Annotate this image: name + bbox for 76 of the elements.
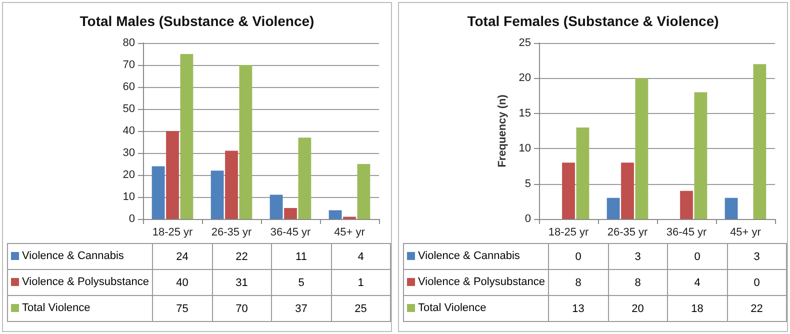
data-label: 31 bbox=[212, 270, 272, 296]
x-tick-label: 36-45 yr bbox=[270, 226, 312, 238]
data-label: 70 bbox=[212, 296, 272, 322]
y-tick-label: 50 bbox=[122, 103, 135, 115]
data-label: 11 bbox=[272, 244, 331, 270]
data-label: 5 bbox=[272, 270, 331, 296]
chart-title: Total Females (Substance & Violence) bbox=[467, 13, 719, 29]
y-tick-label: 20 bbox=[518, 72, 531, 84]
bar bbox=[166, 131, 179, 219]
chart-title: Total Males (Substance & Violence) bbox=[80, 13, 314, 29]
x-tick-label: 36-45 yr bbox=[666, 226, 708, 238]
bar bbox=[562, 162, 575, 219]
legend-label: Violence & Polysubstance bbox=[22, 276, 149, 288]
bar bbox=[621, 162, 634, 219]
bar bbox=[270, 194, 283, 219]
y-tick-label: 20 bbox=[122, 169, 135, 181]
bar bbox=[724, 198, 738, 219]
data-label: 40 bbox=[152, 270, 212, 296]
data-label: 3 bbox=[608, 244, 668, 270]
data-label: 0 bbox=[727, 270, 786, 296]
bar bbox=[680, 190, 693, 219]
data-label: 20 bbox=[608, 296, 668, 322]
bar bbox=[180, 54, 194, 219]
x-tick-label: 18-25 yr bbox=[548, 226, 590, 238]
x-tick-label: 26-35 yr bbox=[607, 226, 648, 238]
y-tick-label: 0 bbox=[524, 213, 531, 225]
data-label: 8 bbox=[548, 270, 608, 296]
y-tick-label: 15 bbox=[518, 107, 531, 120]
y-axis-title: Frequency (n) bbox=[496, 94, 508, 168]
bar bbox=[298, 138, 312, 219]
legend-label: Violence & Polysubstance bbox=[418, 276, 545, 288]
bar bbox=[239, 65, 252, 219]
x-tick-label: 45+ yr bbox=[334, 226, 366, 238]
data-label: 0 bbox=[548, 244, 608, 270]
legend-label: Total Violence bbox=[418, 302, 486, 314]
y-tick-label: 80 bbox=[122, 37, 135, 49]
bar bbox=[606, 198, 620, 219]
legend-label: Total Violence bbox=[22, 302, 90, 314]
data-label: 0 bbox=[668, 244, 727, 270]
y-tick-label: 70 bbox=[122, 59, 135, 71]
y-tick-label: 30 bbox=[122, 147, 135, 159]
x-tick-label: 45+ yr bbox=[730, 226, 762, 238]
data-label: 75 bbox=[152, 296, 212, 322]
data-label: 1 bbox=[331, 270, 390, 296]
legend-label: Violence & Cannabis bbox=[22, 250, 124, 262]
bar bbox=[694, 92, 708, 219]
data-label: 4 bbox=[668, 270, 727, 296]
legend-label: Violence & Cannabis bbox=[418, 250, 520, 262]
y-tick-label: 5 bbox=[524, 178, 531, 190]
data-label: 37 bbox=[272, 296, 331, 322]
x-tick-label: 26-35 yr bbox=[211, 226, 252, 238]
y-tick-label: 10 bbox=[518, 142, 531, 155]
y-tick-label: 60 bbox=[122, 81, 135, 93]
bar bbox=[284, 208, 297, 219]
data-label: 13 bbox=[548, 296, 608, 322]
data-label: 25 bbox=[331, 296, 390, 322]
bar bbox=[225, 150, 238, 219]
bar bbox=[635, 78, 648, 219]
bar bbox=[328, 210, 342, 219]
bar bbox=[357, 164, 370, 219]
y-tick-label: 10 bbox=[122, 191, 135, 203]
bar bbox=[210, 170, 224, 219]
y-tick-label: 25 bbox=[518, 37, 531, 49]
data-label: 8 bbox=[608, 270, 668, 296]
bar bbox=[753, 64, 766, 219]
x-tick-label: 18-25 yr bbox=[152, 226, 194, 238]
data-label: 3 bbox=[727, 244, 786, 270]
y-tick-label: 40 bbox=[122, 125, 135, 137]
data-label: 24 bbox=[152, 244, 212, 270]
data-label: 22 bbox=[212, 244, 272, 270]
y-tick-label: 0 bbox=[128, 213, 135, 225]
data-label: 18 bbox=[668, 296, 727, 322]
bar bbox=[576, 127, 590, 219]
bar bbox=[152, 166, 165, 219]
data-label: 22 bbox=[727, 296, 786, 322]
data-label: 4 bbox=[331, 244, 390, 270]
